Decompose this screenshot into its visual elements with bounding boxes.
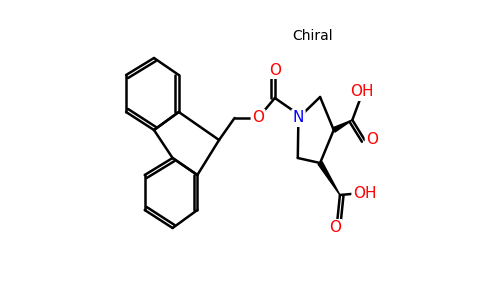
Text: O: O	[269, 62, 281, 77]
Text: OH: OH	[350, 85, 373, 100]
Text: O: O	[366, 133, 378, 148]
Text: O: O	[329, 220, 341, 236]
Polygon shape	[333, 120, 352, 132]
Text: Chiral: Chiral	[292, 29, 333, 43]
Text: OH: OH	[353, 185, 377, 200]
Polygon shape	[318, 162, 340, 195]
Text: O: O	[252, 110, 264, 125]
Text: N: N	[293, 110, 304, 125]
